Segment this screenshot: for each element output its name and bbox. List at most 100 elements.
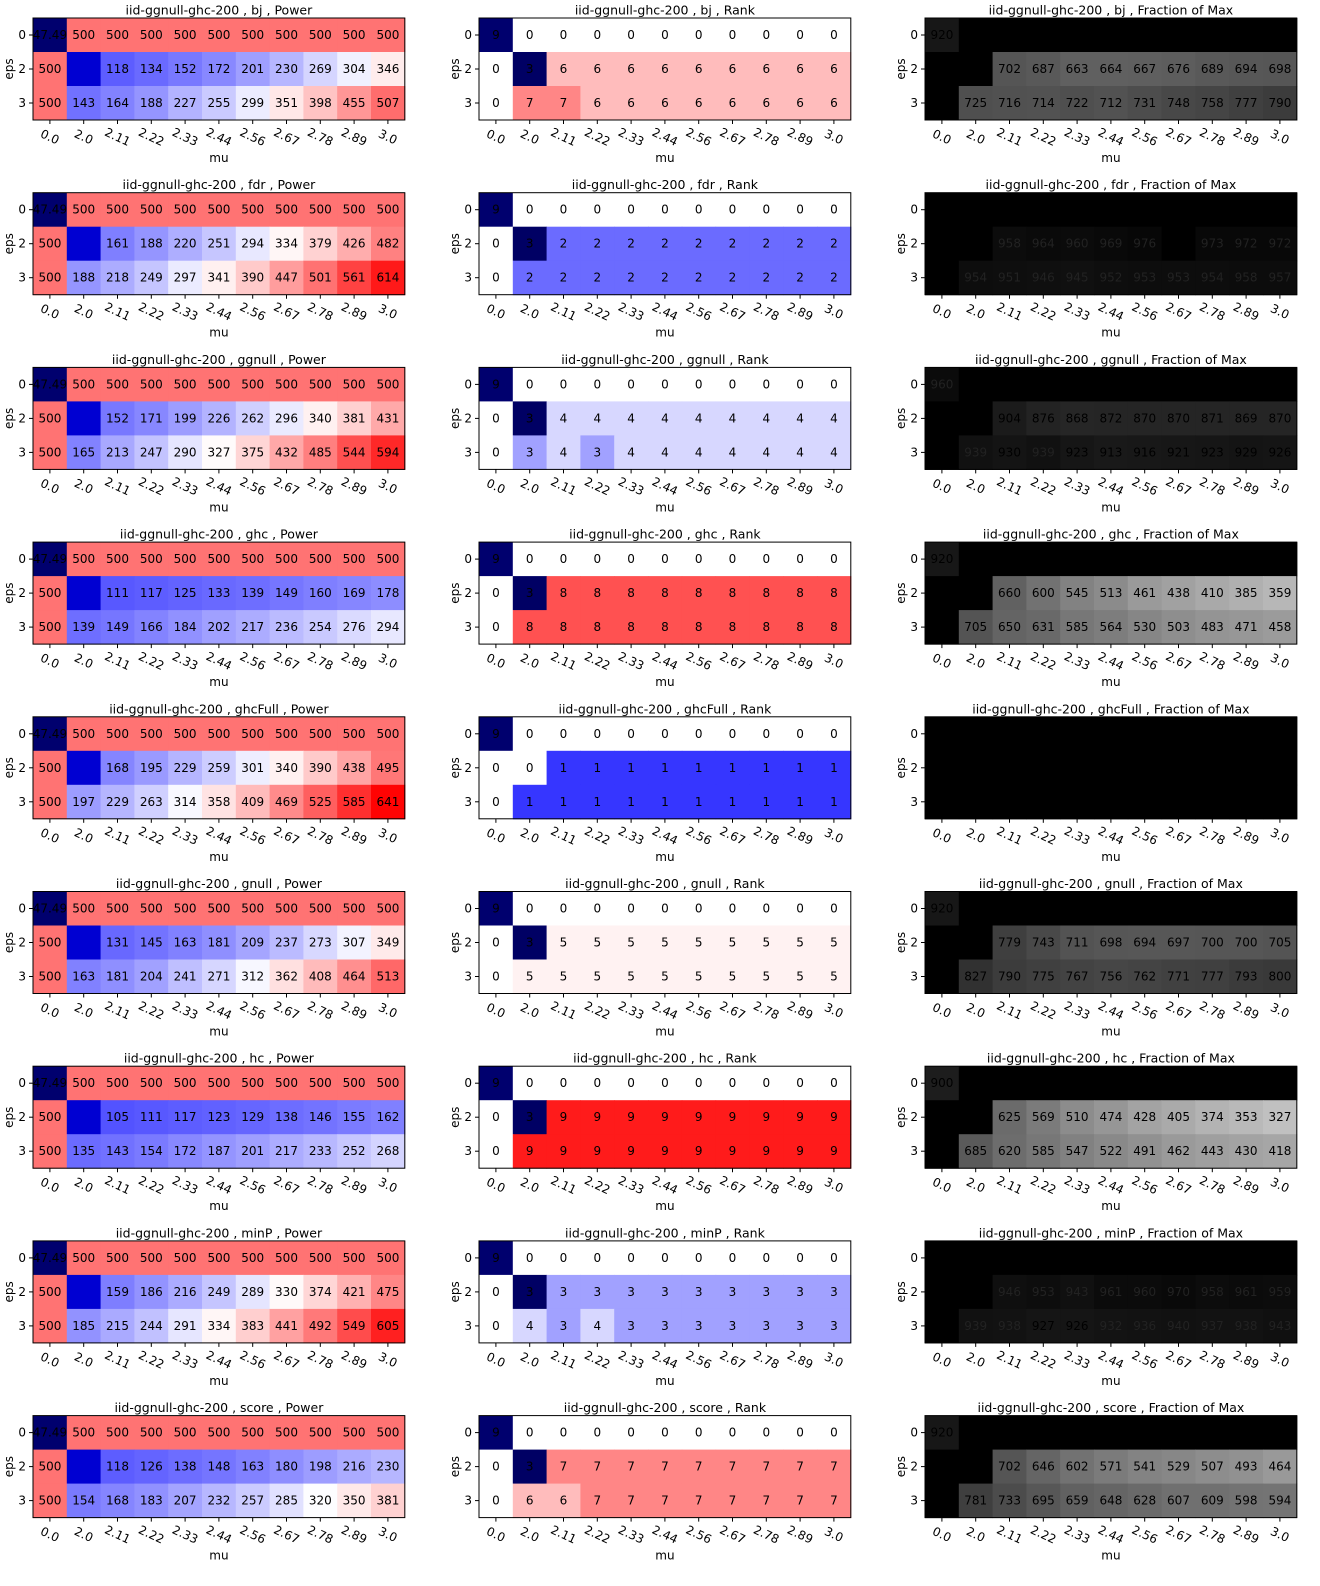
heatmap-cell	[1026, 1483, 1061, 1519]
x-tick-label: 2.44	[204, 999, 234, 1023]
cell-label: 500	[343, 203, 366, 217]
heatmap-cell	[992, 891, 1027, 926]
heatmap-cell	[1060, 260, 1095, 296]
heatmap-cell	[1195, 925, 1230, 960]
heatmap-cell	[479, 367, 514, 402]
cell-label: 475	[376, 1285, 399, 1299]
x-tick-label: 2.78	[1197, 999, 1227, 1023]
cell-label: 418	[1268, 1144, 1291, 1158]
cell-label: 3	[695, 1319, 703, 1333]
heatmap-cell	[1195, 784, 1230, 820]
cell-label: 3	[627, 1285, 635, 1299]
heatmap-cell	[546, 1100, 581, 1135]
cell-label: 2	[830, 237, 838, 251]
heatmap-cell	[202, 1483, 237, 1519]
x-axis-label: mu	[209, 1199, 228, 1213]
x-tick-label: 2.78	[1197, 824, 1227, 848]
heatmap-cell	[269, 610, 304, 645]
y-axis-label: eps	[2, 233, 16, 254]
cell-label: 374	[309, 1285, 332, 1299]
x-tick-label: 2.78	[305, 649, 335, 673]
cell-label: 188	[140, 237, 163, 251]
x-tick-label: 2.11	[102, 824, 132, 848]
heatmap-cell	[479, 86, 514, 121]
x-tick-label: 0.0	[930, 127, 953, 148]
cell-label: 5	[661, 936, 669, 950]
cell-label: 2	[796, 271, 804, 285]
heatmap-cell	[648, 891, 683, 926]
cell-label: 2	[593, 237, 601, 251]
heatmap-cell	[337, 86, 372, 121]
heatmap-cell	[479, 1066, 514, 1101]
cell-label: 9	[762, 1144, 770, 1158]
cell-label: 500	[241, 1426, 264, 1440]
y-tick-label: 0	[464, 1426, 472, 1440]
x-tick-label: 2.0	[964, 1524, 987, 1545]
heatmap-cell	[749, 925, 784, 960]
heatmap-cell	[1263, 86, 1298, 121]
heatmap-cell	[1161, 1066, 1196, 1101]
heatmap-cell	[958, 367, 994, 402]
cell-label: 500	[106, 1426, 129, 1440]
cell-label: 500	[275, 1076, 298, 1090]
heatmap-cell	[479, 192, 514, 228]
y-tick-label: 0	[18, 28, 26, 42]
cell-label: 0	[762, 377, 770, 391]
cell-label: 500	[72, 28, 95, 42]
x-axis-label: mu	[1101, 1549, 1120, 1563]
x-tick-label: 0.0	[930, 651, 953, 672]
heatmap-cell	[269, 576, 304, 611]
heatmap-cell	[269, 750, 304, 786]
cell-label: 209	[241, 936, 264, 950]
cell-label: 0	[762, 727, 770, 741]
heatmap-cell	[546, 716, 581, 752]
cell-label: 953	[1133, 271, 1156, 285]
heatmap-cell	[1263, 576, 1298, 611]
heatmap-cell	[817, 260, 852, 296]
x-tick-label: 2.78	[751, 300, 781, 324]
heatmap-cell	[925, 925, 960, 960]
cell-label: 972	[1235, 237, 1258, 251]
x-tick-label: 2.0	[518, 651, 541, 672]
heatmap-cell	[66, 959, 102, 994]
x-tick-label: 2.11	[102, 474, 132, 498]
cell-label: 960	[1066, 237, 1089, 251]
cell-label: 500	[174, 1251, 197, 1265]
heatmap-cell	[925, 1483, 960, 1519]
cell-label: 273	[309, 936, 332, 950]
cell-label: 500	[38, 62, 61, 76]
cell-label: 500	[207, 203, 230, 217]
heatmap-cell	[614, 401, 649, 436]
cell-label: 970	[1167, 1285, 1190, 1299]
x-tick-label: 2.44	[1096, 824, 1126, 848]
heatmap-cell	[479, 260, 514, 296]
x-tick-label: 2.56	[238, 999, 268, 1023]
cell-label: 485	[309, 445, 332, 459]
heatmap-cell	[1060, 1415, 1095, 1451]
heatmap-cell	[134, 891, 169, 926]
cell-label: 294	[241, 237, 264, 251]
cell-label: 0	[492, 1110, 500, 1124]
heatmap-cell	[235, 1066, 271, 1101]
heatmap-cell	[303, 1066, 338, 1101]
cell-label: 927	[1032, 1319, 1055, 1333]
cell-label: 6	[762, 62, 770, 76]
heatmap-cell	[749, 401, 784, 436]
heatmap-cell	[100, 1308, 135, 1344]
x-tick-label: 0.0	[484, 1524, 507, 1545]
x-tick-label: 2.0	[518, 825, 541, 846]
heatmap-cell	[1229, 401, 1264, 436]
cell-label: 185	[72, 1319, 95, 1333]
heatmap-cell	[512, 891, 548, 926]
cell-label: 8	[695, 586, 703, 600]
cell-label: 455	[343, 96, 366, 110]
heatmap-cell	[681, 1066, 717, 1101]
x-tick-label: 2.89	[1231, 1348, 1261, 1372]
cell-label: 9	[695, 1110, 703, 1124]
x-tick-label: 2.44	[650, 824, 680, 848]
cell-label: 0	[695, 902, 703, 916]
cell-label: 500	[72, 727, 95, 741]
cell-label: 0	[796, 1251, 804, 1265]
cell-label: 0	[695, 1251, 703, 1265]
cell-label: 2	[762, 271, 770, 285]
